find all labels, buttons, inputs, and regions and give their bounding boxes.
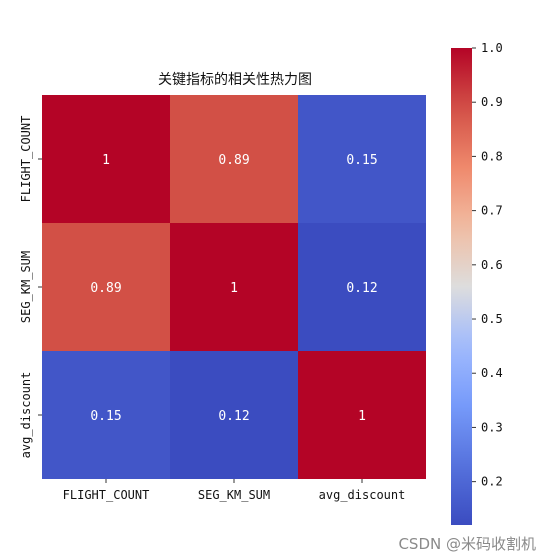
colorbar bbox=[451, 48, 472, 525]
cell-value-label: 0.12 bbox=[218, 409, 249, 424]
heatmap-cell bbox=[170, 95, 298, 223]
cell-value-label: 0.15 bbox=[90, 409, 121, 424]
heatmap-cell bbox=[298, 351, 426, 479]
column-tick-label: FLIGHT_COUNT bbox=[63, 488, 150, 502]
colorbar-tick-label: 1.0 bbox=[481, 41, 503, 55]
row-tick-label: avg_discount bbox=[19, 372, 33, 459]
cell-value-label: 0.89 bbox=[218, 153, 249, 168]
column-tick-labels: FLIGHT_COUNT SEG_KM_SUM avg_discount bbox=[63, 479, 406, 502]
heatmap-cell bbox=[298, 223, 426, 351]
colorbar-tick-label: 0.4 bbox=[481, 366, 503, 380]
colorbar-tick-label: 0.2 bbox=[481, 475, 503, 489]
heatmap-cell bbox=[42, 95, 170, 223]
cell-value-label: 1 bbox=[102, 153, 110, 168]
colorbar-tick-label: 0.5 bbox=[481, 312, 503, 326]
colorbar-tick-label: 0.9 bbox=[481, 95, 503, 109]
colorbar-ticks: 0.2 0.3 0.4 0.5 0.6 0.7 0.8 0.9 1.0 bbox=[472, 41, 503, 489]
cell-value-label: 0.12 bbox=[346, 281, 377, 296]
cell-value-label: 1 bbox=[358, 409, 366, 424]
cell-value-label: 0.15 bbox=[346, 153, 377, 168]
watermark: CSDN @米码收割机 bbox=[398, 535, 536, 553]
heatmap-cell bbox=[170, 223, 298, 351]
heatmap-cell bbox=[42, 223, 170, 351]
heatmap-cell bbox=[170, 351, 298, 479]
row-tick-label: FLIGHT_COUNT bbox=[19, 116, 33, 203]
row-tick-label: SEG_KM_SUM bbox=[19, 251, 33, 323]
cell-value-label: 1 bbox=[230, 281, 238, 296]
colorbar-tick-label: 0.8 bbox=[481, 149, 503, 163]
colorbar-tick-label: 0.3 bbox=[481, 420, 503, 434]
chart-title: 关键指标的相关性热力图 bbox=[158, 72, 312, 88]
colorbar-tick-label: 0.6 bbox=[481, 258, 503, 272]
heatmap-cell bbox=[42, 351, 170, 479]
heatmap-cell bbox=[298, 95, 426, 223]
colorbar-tick-label: 0.7 bbox=[481, 204, 503, 218]
heatmap-cell-labels: 1 0.89 0.15 0.89 1 0.12 0.15 0.12 1 bbox=[90, 153, 377, 424]
column-tick-label: avg_discount bbox=[319, 488, 406, 502]
row-tick-labels: FLIGHT_COUNT SEG_KM_SUM avg_discount bbox=[19, 116, 42, 459]
cell-value-label: 0.89 bbox=[90, 281, 121, 296]
heatmap-cells bbox=[42, 95, 426, 479]
column-tick-label: SEG_KM_SUM bbox=[198, 488, 270, 502]
